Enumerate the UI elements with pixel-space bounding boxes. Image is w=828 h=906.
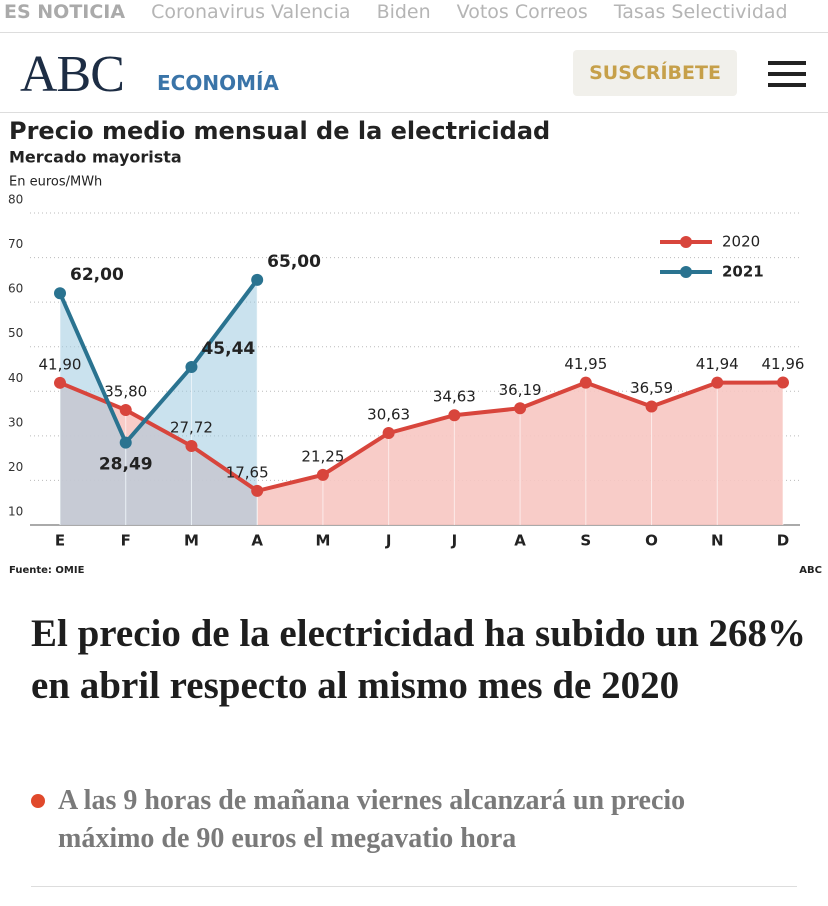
point [251,484,264,497]
nav-link[interactable]: Votos Correos [456,0,588,23]
y-tick-label: 10 [8,505,23,519]
data-label: 30,63 [367,406,410,424]
x-tick-label: O [645,532,658,550]
x-tick-label: E [55,532,65,550]
legend-marker [680,266,692,278]
nav-link[interactable]: Biden [376,0,431,23]
divider [31,886,797,887]
data-label: 36,59 [630,379,673,397]
x-tick-label: A [514,532,526,550]
legend-label: 2021 [722,263,764,281]
data-label: 62,00 [70,265,124,285]
y-tick-label: 50 [8,326,23,340]
data-label: 45,44 [201,339,255,359]
point [251,273,264,286]
data-label: 28,49 [99,455,153,475]
summary: A las 9 horas de mañana viernes alcanzar… [58,785,686,854]
point [185,440,198,453]
data-label: 36,19 [499,381,542,399]
section-link[interactable]: ECONOMÍA [157,71,279,95]
header: ABC ECONOMÍA SUSCRÍBETE [0,33,828,113]
point [514,402,527,415]
y-tick-label: 80 [8,193,23,207]
data-label: 17,65 [226,463,269,481]
data-label: 65,00 [267,252,321,272]
point [54,376,66,389]
x-tick-label: M [315,532,330,550]
data-label: 41,94 [696,355,739,373]
headline[interactable]: El precio de la electricidad ha subido u… [31,612,807,707]
y-tick-label: 60 [8,282,23,296]
y-axis-label: En euros/MWh [9,175,102,190]
y-tick-label: 40 [8,371,23,385]
x-tick-label: N [711,532,724,550]
chart-subtitle: Mercado mayorista [9,148,182,167]
point [579,376,592,389]
data-label: 41,90 [39,355,82,373]
data-label: 41,96 [762,355,805,373]
nav-link[interactable]: Coronavirus Valencia [151,0,351,23]
point [119,404,132,417]
data-label: 41,95 [564,355,607,373]
x-tick-label: M [184,532,199,550]
x-tick-label: A [251,532,263,550]
bullet [31,794,45,808]
point [645,400,658,413]
point [382,427,395,440]
point [777,376,789,389]
point [185,361,198,374]
y-tick-label: 30 [8,415,23,429]
menu-icon[interactable] [768,61,806,89]
x-tick-label: F [121,532,131,550]
x-tick-label: J [451,532,458,550]
chart: Precio medio mensual de la electricidad … [8,117,822,576]
logo[interactable]: ABC [20,46,125,103]
point [448,409,461,422]
line [58,278,259,447]
nav-link[interactable]: ES NOTICIA [4,0,126,23]
top-nav: ES NOTICIA Coronavirus Valencia Biden Votos… [0,0,828,33]
x-tick-label: J [385,532,392,550]
y-tick-label: 70 [8,237,23,251]
data-label: 34,63 [433,388,476,406]
line [59,380,784,494]
point [54,287,66,300]
subscribe-button[interactable]: SUSCRÍBETE [573,50,737,96]
credit: ABC [799,565,822,576]
y-tick-label: 20 [8,460,23,474]
chart-title: Precio medio mensual de la electricidad [9,117,550,145]
data-label: 21,25 [301,447,344,465]
point [711,376,724,389]
x-tick-label: D [777,532,789,550]
legend-marker [680,236,692,248]
point [119,436,132,449]
nav-link[interactable]: Tasas Selectividad [613,0,788,23]
x-tick-label: S [580,532,591,550]
data-label: 27,72 [170,419,213,437]
area [60,279,258,525]
point [316,468,329,481]
data-label: 35,80 [104,383,147,401]
source: Fuente: OMIE [9,565,85,576]
legend-label: 2020 [722,233,760,251]
